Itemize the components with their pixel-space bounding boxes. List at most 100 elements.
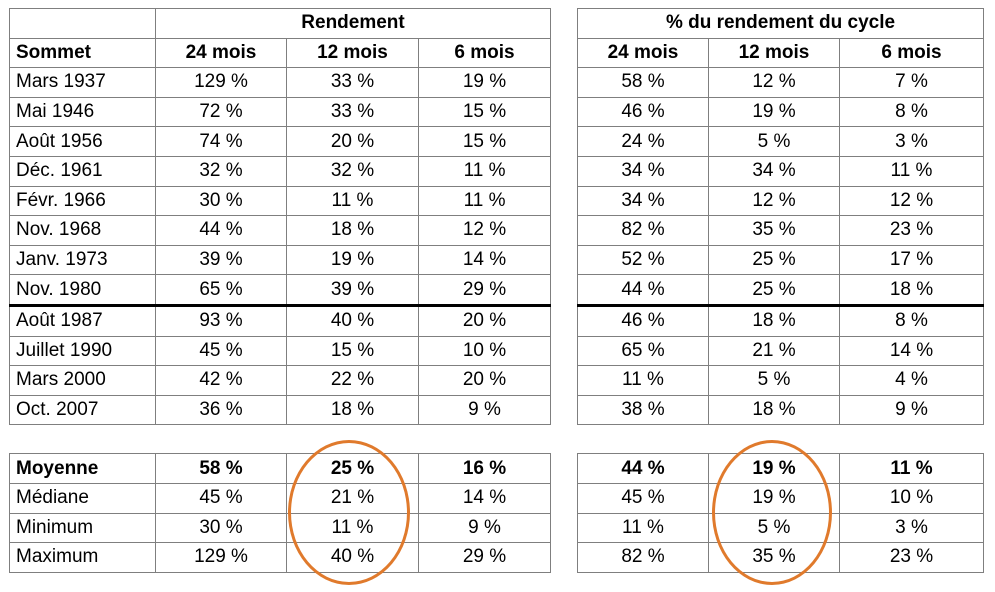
column-header: 12 mois (708, 37, 840, 69)
cycle-pct-cell: 12 % (708, 185, 840, 217)
stat-cycle-pct-cell: 11 % (838, 453, 985, 484)
cycle-pct-cell: 11 % (838, 155, 985, 187)
stat-cycle-pct-cell: 35 % (708, 542, 840, 573)
rendement-cell: 32 % (286, 155, 419, 187)
rendement-cell: 36 % (155, 394, 287, 426)
rendement-cell: 65 % (155, 274, 287, 306)
cycle-pct-cell: 46 % (577, 96, 709, 128)
stat-cycle-pct-cell: 10 % (838, 482, 985, 514)
stat-cycle-pct-cell: 5 % (708, 512, 840, 544)
stat-rendement-cell: 16 % (417, 453, 552, 484)
rendement-cell: 11 % (417, 185, 552, 217)
row-label: Oct. 2007 (9, 394, 156, 426)
row-label: Mai 1946 (9, 96, 156, 128)
stat-cycle-pct-cell: 19 % (708, 482, 840, 514)
row-label: Nov. 1968 (9, 215, 156, 246)
cycle-pct-cell: 3 % (838, 126, 985, 157)
cycle-pct-cell: 82 % (577, 215, 709, 246)
spacer-cell (156, 425, 287, 454)
rendement-cell: 39 % (286, 274, 419, 306)
spacer-cell (287, 425, 419, 454)
cycle-pct-cell: 58 % (577, 67, 709, 98)
rendement-cell: 18 % (286, 215, 419, 246)
rendement-cell: 19 % (286, 244, 419, 276)
stat-rendement-cell: 25 % (286, 453, 419, 484)
stat-cycle-pct-cell: 45 % (577, 482, 709, 514)
cycle-pct-cell: 25 % (708, 244, 840, 276)
rendement-cell: 9 % (417, 394, 552, 426)
row-label: Févr. 1966 (9, 185, 156, 217)
stat-rendement-cell: 129 % (155, 542, 287, 573)
row-label: Mars 2000 (9, 365, 156, 396)
cycle-pct-cell: 11 % (577, 365, 709, 396)
rendement-cell: 22 % (286, 365, 419, 396)
stat-label: Minimum (9, 512, 156, 544)
stat-rendement-cell: 11 % (286, 512, 419, 544)
stat-cycle-pct-cell: 23 % (838, 542, 985, 573)
spacer-cell (10, 425, 156, 454)
rendement-cell: 11 % (286, 185, 419, 217)
cycle-pct-cell: 4 % (838, 365, 985, 396)
stat-rendement-cell: 58 % (155, 453, 287, 484)
rendement-cell: 45 % (155, 335, 287, 367)
cycle-pct-cell: 9 % (838, 394, 985, 426)
rendement-cell: 14 % (417, 244, 552, 276)
stat-rendement-cell: 30 % (155, 512, 287, 544)
rendement-cell: 15 % (417, 126, 552, 157)
rendement-cell: 11 % (417, 155, 552, 187)
stat-cycle-pct-cell: 44 % (577, 453, 709, 484)
column-header: 12 mois (286, 37, 419, 69)
column-header: 24 mois (577, 37, 709, 69)
cycle-pct-cell: 34 % (577, 155, 709, 187)
stat-rendement-cell: 29 % (417, 542, 552, 573)
rendement-cell: 44 % (155, 215, 287, 246)
column-header: 6 mois (838, 37, 985, 69)
rendement-cell: 15 % (417, 96, 552, 128)
stat-rendement-cell: 9 % (417, 512, 552, 544)
rendement-cell: 15 % (286, 335, 419, 367)
row-label: Mars 1937 (9, 67, 156, 98)
stat-cycle-pct-cell: 82 % (577, 542, 709, 573)
cycle-pct-cell: 12 % (838, 185, 985, 217)
spacer-cell (578, 425, 709, 454)
row-label: Janv. 1973 (9, 244, 156, 276)
rendement-cell: 19 % (417, 67, 552, 98)
cycle-pct-cell: 18 % (708, 394, 840, 426)
corner-empty-cell (9, 8, 156, 39)
rendement-cell: 129 % (155, 67, 287, 98)
row-label: Août 1987 (9, 303, 156, 337)
rendement-cell: 10 % (417, 335, 552, 367)
row-label: Déc. 1961 (9, 155, 156, 187)
rendement-cell: 33 % (286, 96, 419, 128)
stat-cycle-pct-cell: 11 % (577, 512, 709, 544)
rendement-cell: 18 % (286, 394, 419, 426)
cycle-pct-cell: 12 % (708, 67, 840, 98)
cycle-pct-cell: 34 % (577, 185, 709, 217)
rendement-table: Rendement Sommet 24 mois 12 mois 6 mois Mars … (9, 8, 552, 573)
cycle-pct-cell: 23 % (838, 215, 985, 246)
cycle-pct-cell: 5 % (708, 126, 840, 157)
stat-label: Moyenne (9, 453, 156, 484)
cycle-header: % du rendement du cycle (576, 8, 985, 39)
rendement-cell: 32 % (155, 155, 287, 187)
rendement-header: Rendement (154, 8, 552, 39)
cycle-pct-cell: 18 % (838, 274, 985, 306)
rendement-cell: 74 % (155, 126, 287, 157)
cycle-pct-cell: 17 % (838, 244, 985, 276)
rendement-cell: 29 % (417, 274, 552, 306)
stat-rendement-cell: 40 % (286, 542, 419, 573)
row-label: Août 1956 (9, 126, 156, 157)
spacer-cell (709, 425, 840, 454)
rendement-cell: 20 % (417, 365, 552, 396)
row-label: Nov. 1980 (9, 274, 156, 306)
cycle-pct-cell: 35 % (708, 215, 840, 246)
cycle-pct-cell: 14 % (838, 335, 985, 367)
stat-label: Maximum (9, 542, 156, 573)
rendement-cell: 93 % (155, 303, 287, 337)
cycle-pct-cell: 7 % (838, 67, 985, 98)
stat-rendement-cell: 45 % (155, 482, 287, 514)
sommet-header: Sommet (9, 37, 156, 69)
rendement-cell: 33 % (286, 67, 419, 98)
cycle-pct-cell: 18 % (708, 303, 840, 337)
cycle-pct-cell: 46 % (577, 303, 709, 337)
